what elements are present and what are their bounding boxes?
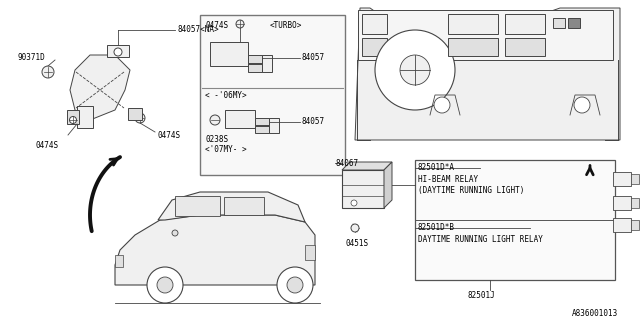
Circle shape [375,30,455,110]
FancyBboxPatch shape [305,245,315,260]
Circle shape [400,55,430,85]
FancyBboxPatch shape [613,218,631,232]
FancyBboxPatch shape [553,18,565,28]
FancyBboxPatch shape [248,64,262,72]
Circle shape [157,277,173,293]
Circle shape [351,200,357,206]
Text: 0474S: 0474S [205,20,228,29]
FancyBboxPatch shape [358,10,613,60]
FancyBboxPatch shape [342,170,384,208]
Text: 82501D*A: 82501D*A [418,164,455,172]
FancyBboxPatch shape [115,255,123,267]
Polygon shape [70,55,130,120]
FancyBboxPatch shape [269,118,279,133]
Circle shape [574,97,590,113]
Text: (DAYTIME RUNNING LIGHT): (DAYTIME RUNNING LIGHT) [418,187,524,196]
FancyBboxPatch shape [248,55,262,63]
FancyBboxPatch shape [262,55,272,72]
Text: 84057<NA>: 84057<NA> [178,26,220,35]
Text: 0474S: 0474S [158,131,181,140]
Polygon shape [355,8,620,140]
FancyBboxPatch shape [505,38,545,56]
Text: A836001013: A836001013 [572,309,618,318]
Text: <TURBO>: <TURBO> [270,20,302,29]
Polygon shape [115,215,315,285]
FancyBboxPatch shape [568,18,580,28]
Circle shape [147,267,183,303]
FancyBboxPatch shape [631,174,639,184]
Polygon shape [158,192,305,222]
Text: 84057: 84057 [302,53,325,62]
Circle shape [287,277,303,293]
FancyBboxPatch shape [362,14,387,34]
FancyBboxPatch shape [255,118,269,125]
FancyBboxPatch shape [77,106,93,128]
FancyBboxPatch shape [107,45,129,57]
FancyBboxPatch shape [415,160,615,280]
Text: 84057: 84057 [302,117,325,126]
FancyBboxPatch shape [613,196,631,210]
Text: <'07MY- >: <'07MY- > [205,146,246,155]
Text: DAYTIME RUNNING LIGHT RELAY: DAYTIME RUNNING LIGHT RELAY [418,236,543,244]
Circle shape [210,115,220,125]
FancyBboxPatch shape [505,14,545,34]
FancyBboxPatch shape [224,197,264,215]
Text: 82501J: 82501J [468,291,496,300]
Text: 0474S: 0474S [35,140,58,149]
Text: 84067: 84067 [335,158,358,167]
Text: 90371D: 90371D [18,53,45,62]
Text: 0238S: 0238S [205,135,228,145]
Circle shape [172,230,178,236]
FancyBboxPatch shape [362,38,387,56]
FancyBboxPatch shape [225,110,255,128]
FancyBboxPatch shape [631,198,639,208]
FancyBboxPatch shape [175,196,220,216]
Text: HI-BEAM RELAY: HI-BEAM RELAY [418,175,478,185]
FancyBboxPatch shape [210,42,248,66]
Circle shape [114,48,122,56]
FancyBboxPatch shape [613,172,631,186]
Circle shape [70,116,77,124]
FancyBboxPatch shape [255,126,269,133]
Text: 82501D*B: 82501D*B [418,223,455,233]
Polygon shape [342,162,392,170]
Polygon shape [384,162,392,208]
FancyBboxPatch shape [200,15,345,175]
FancyBboxPatch shape [448,38,498,56]
Circle shape [42,66,54,78]
FancyBboxPatch shape [631,220,639,230]
Circle shape [236,20,244,28]
Text: < -'06MY>: < -'06MY> [205,92,246,100]
FancyBboxPatch shape [448,14,498,34]
Circle shape [135,113,145,123]
FancyBboxPatch shape [128,108,142,120]
FancyBboxPatch shape [67,110,79,124]
Circle shape [277,267,313,303]
Text: 0451S: 0451S [345,238,368,247]
Circle shape [434,97,450,113]
Circle shape [351,224,359,232]
